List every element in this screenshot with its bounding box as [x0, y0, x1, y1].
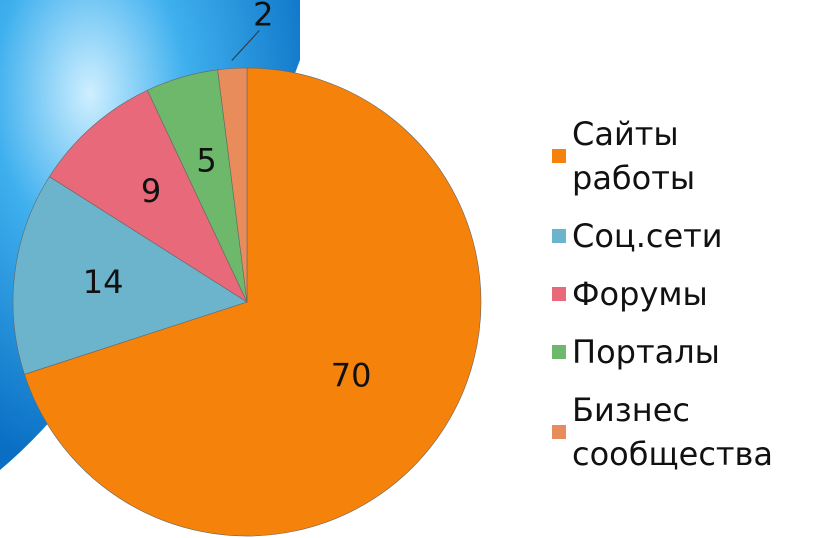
- data-label: 5: [196, 142, 216, 180]
- legend-item: Форумы: [552, 272, 812, 316]
- legend-item: Сайты работы: [552, 112, 812, 200]
- legend-label: Форумы: [572, 275, 708, 313]
- legend-label: Бизнес сообщества: [572, 391, 774, 473]
- legend-item: Соц.сети: [552, 214, 812, 258]
- legend-swatch: [552, 229, 566, 243]
- legend-swatch: [552, 345, 566, 359]
- pie-slice: [12, 176, 248, 375]
- leader-line: [231, 30, 260, 61]
- legend-swatch: [552, 287, 566, 301]
- legend-label: Сайты работы: [572, 115, 696, 197]
- pie-slice: [24, 67, 482, 537]
- legend-item: Бизнес сообщества: [552, 388, 812, 476]
- pie-slice: [217, 67, 248, 303]
- legend-swatch: [552, 149, 566, 163]
- legend-swatch: [552, 425, 566, 439]
- legend-label: Соц.сети: [572, 217, 723, 255]
- legend-item: Порталы: [552, 330, 812, 374]
- data-label: 2: [253, 0, 273, 33]
- pie: 70 14 95 2: [12, 0, 482, 537]
- legend-label: Порталы: [572, 333, 720, 371]
- data-label: 70: [331, 357, 372, 395]
- data-label: 9: [141, 172, 161, 210]
- pie-slice: [49, 89, 248, 303]
- legend: Сайты работы Соц.сети Форумы Порталы Бизнес …: [552, 112, 812, 490]
- data-label: 14: [83, 263, 124, 301]
